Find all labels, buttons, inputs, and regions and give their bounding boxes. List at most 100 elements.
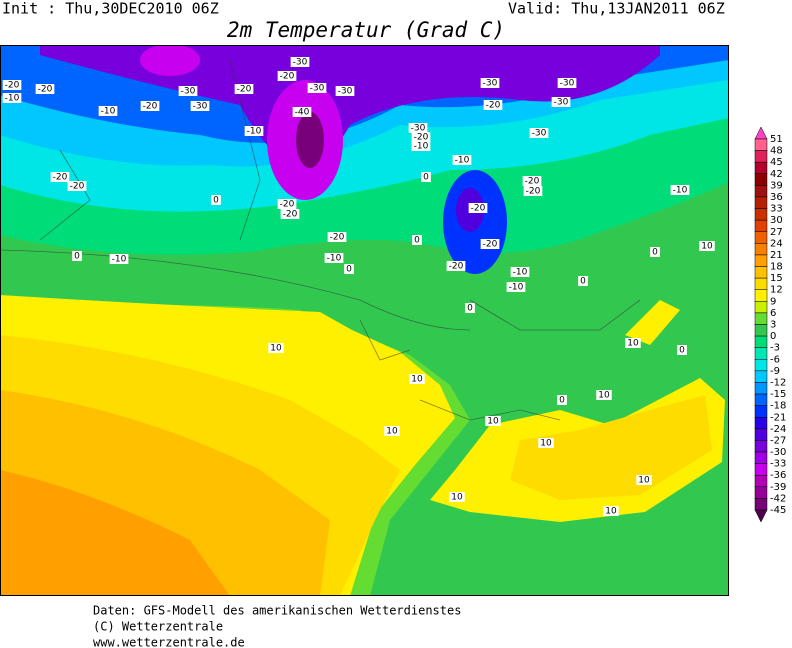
colorbar-band (754, 440, 768, 453)
contour-label-box (677, 345, 687, 355)
contour-label-text: -30 (310, 84, 325, 94)
colorbar-band (754, 324, 768, 337)
contour-label-text: -20 (5, 81, 20, 91)
contour-label-text: 0 (423, 173, 429, 183)
contour-label-box (557, 395, 567, 405)
contour-label: 10 (384, 426, 400, 437)
colorbar-label: -39 (770, 482, 786, 493)
contour-label-text: -20 (486, 101, 501, 111)
contour-label-text: -10 (5, 94, 20, 104)
colorbar-band (754, 231, 768, 244)
colorbar-label: 48 (770, 146, 783, 157)
contour-label: -30 (408, 123, 428, 134)
contour-label-box (510, 267, 530, 277)
contour-label: -10 (2, 93, 22, 104)
contour-label-text: 0 (414, 236, 420, 246)
contour-label: -20 (67, 181, 87, 192)
contour-label-box (522, 176, 542, 186)
colorbar-band (754, 243, 768, 256)
contour-label-text: 10 (411, 375, 423, 385)
contour-label: 10 (603, 506, 619, 517)
colorbar-label: -3 (770, 343, 780, 354)
colorbar-band (754, 138, 768, 151)
contour-label-text: 0 (467, 304, 473, 314)
contour-label-box (480, 239, 500, 249)
colorbar-band (754, 185, 768, 198)
contour-label: 10 (449, 492, 465, 503)
colorbar-label: 27 (770, 227, 783, 238)
contour-label-text: -20 (280, 72, 295, 82)
contour-label: 0 (421, 172, 431, 183)
colorbar-label: 6 (770, 308, 776, 319)
contour-label: -20 (480, 239, 500, 250)
footer-source: Daten: GFS-Modell des amerikanischen Wet… (93, 604, 461, 618)
contour-label: -20 (523, 186, 543, 197)
contour-label-box (67, 181, 87, 191)
colorbar-band (754, 150, 768, 163)
colorbar-band (754, 393, 768, 406)
contour-label: -40 (292, 107, 312, 118)
contour-label: 0 (557, 395, 567, 406)
contour-label-box (529, 128, 549, 138)
contour-label: -20 (35, 84, 55, 95)
contour-label-text: 10 (598, 391, 610, 401)
contour-label-box (506, 282, 526, 292)
contour-label: 10 (409, 374, 425, 385)
contour-label-box (465, 303, 475, 313)
colorbar-label: 0 (770, 331, 776, 342)
contour-label-box (480, 78, 500, 88)
contour-label-text: -20 (70, 182, 85, 192)
colorbar-label: -15 (770, 389, 786, 400)
colorbar-band (754, 289, 768, 302)
contour-label: -20 (277, 199, 297, 210)
colorbar-band (754, 173, 768, 186)
footer-url: www.wetterzentrale.de (93, 636, 245, 648)
contour-label-text: 10 (638, 476, 650, 486)
colorbar-band (754, 347, 768, 360)
contour-label-box (344, 264, 354, 274)
colorbar-band (754, 208, 768, 221)
colorbar-band (754, 463, 768, 476)
contour-label: -20 (483, 100, 503, 111)
colorbar-label: 12 (770, 285, 783, 296)
zone-severe (40, 45, 660, 166)
contour-label: -20 (234, 84, 254, 95)
contour-label-box (603, 506, 619, 516)
colorbar-band (754, 428, 768, 441)
coastlines (0, 59, 641, 421)
contour-label: -20 (327, 232, 347, 243)
colorbar-band (754, 359, 768, 372)
contour-label-box (280, 209, 300, 219)
colorbar-cap-top (754, 126, 768, 140)
colorbar-band (754, 312, 768, 325)
contour-label-text: -30 (532, 129, 547, 139)
contour-label: -20 (522, 176, 542, 187)
contour-label-text: 10 (540, 439, 552, 449)
contour-label-text: -10 (112, 255, 127, 265)
contour-label-text: 0 (679, 346, 685, 356)
contour-label: -30 (178, 86, 198, 97)
contour-label-box (234, 84, 254, 94)
contour-label-text: 10 (701, 242, 713, 252)
contour-label-box (324, 253, 344, 263)
contour-label-text: -20 (283, 210, 298, 220)
colorbar-label: -27 (770, 435, 786, 446)
colorbar-band (754, 382, 768, 395)
contour-label-text: -30 (560, 79, 575, 89)
contour-label-text: -20 (471, 204, 486, 214)
colorbar-band (754, 335, 768, 348)
colorbar-band (754, 417, 768, 430)
colorbar-band (754, 370, 768, 383)
contour-label-text: 10 (270, 344, 282, 354)
contour-label-box (109, 254, 129, 264)
contour-label-box (578, 276, 588, 286)
colorbar-label: -21 (770, 412, 786, 423)
contour-label-box (523, 186, 543, 196)
colorbar-cap-bottom (754, 509, 768, 523)
valid-time: Valid: Thu,13JAN2011 06Z (508, 0, 725, 18)
contour-label-box (670, 185, 690, 195)
contour-label-box (140, 101, 160, 111)
zone-hot (0, 470, 230, 596)
colorbar-band (754, 405, 768, 418)
